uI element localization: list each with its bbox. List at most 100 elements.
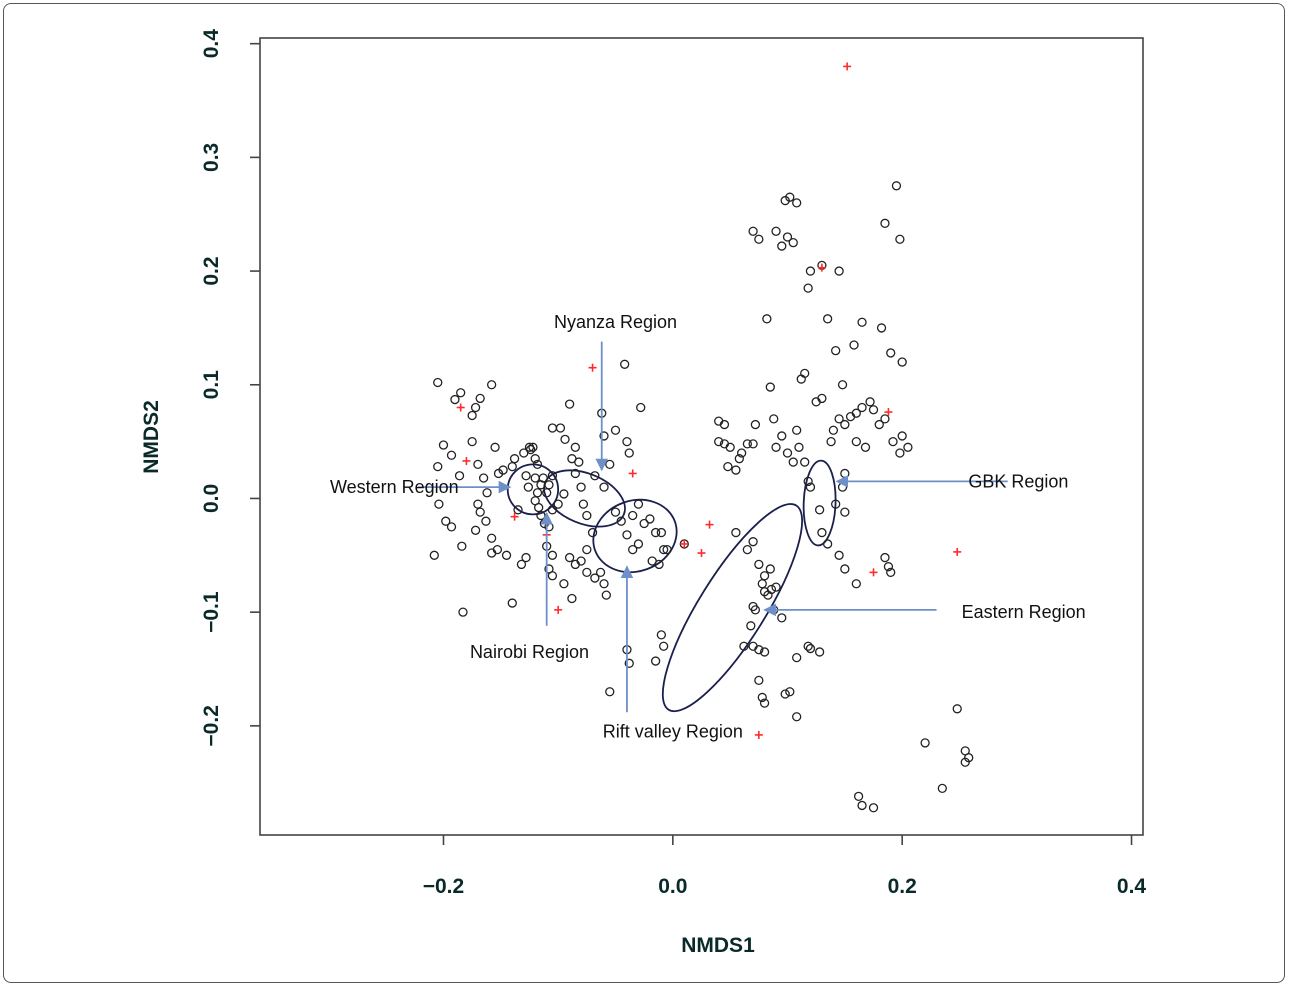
data-point — [748, 439, 758, 449]
data-point — [538, 473, 548, 483]
data-point — [509, 454, 520, 464]
data-point — [886, 348, 896, 358]
x-axis: −0.2 0.0 0.2 0.4 — [423, 835, 1147, 898]
data-point — [742, 439, 753, 449]
data-point — [547, 471, 558, 481]
data-point — [757, 692, 767, 703]
data-point — [757, 579, 767, 589]
data-point — [860, 442, 871, 452]
data-point — [576, 556, 586, 566]
data-point — [473, 459, 483, 470]
red-cross-point — [588, 363, 597, 372]
region-annotation: Nyanza Region — [554, 312, 677, 472]
red-cross-point — [462, 456, 471, 465]
data-point — [470, 525, 481, 535]
data-point — [582, 567, 592, 578]
data-point — [507, 598, 517, 608]
data-point — [853, 791, 864, 801]
data-point — [840, 419, 850, 430]
data-point — [771, 442, 781, 452]
data-point — [750, 419, 761, 430]
x-tick-label: −0.2 — [423, 875, 464, 898]
region-ellipse — [661, 503, 804, 713]
data-point — [785, 687, 795, 697]
data-point — [766, 584, 777, 595]
data-point — [888, 436, 898, 447]
red-cross-point — [953, 547, 962, 556]
data-point — [754, 675, 764, 686]
data-point — [582, 510, 592, 521]
data-point — [481, 516, 491, 526]
nmds-scatter-plot: −0.2 0.0 0.2 0.4 −0.2 −0.1 0.0 0.1 0.2 0.3 0.4 We… — [140, 29, 1147, 957]
region-annotation: Western Region — [330, 477, 512, 497]
data-point — [725, 442, 735, 452]
data-point — [513, 505, 523, 515]
y-tick-label: 0.0 — [200, 484, 223, 513]
data-point — [595, 567, 606, 578]
x-tick-label: 0.2 — [888, 875, 917, 898]
y-tick-label: −0.1 — [200, 591, 223, 633]
data-point — [530, 454, 540, 464]
data-point — [544, 480, 554, 490]
data-point — [650, 656, 661, 666]
data-point — [748, 537, 758, 547]
y-tick-label: −0.2 — [200, 705, 223, 746]
data-point — [576, 482, 586, 492]
data-point — [482, 488, 492, 498]
data-point — [547, 423, 558, 433]
data-point — [659, 641, 669, 651]
data-point — [516, 559, 527, 570]
data-point — [628, 510, 638, 521]
data-point — [624, 448, 634, 458]
data-point — [777, 241, 787, 251]
y-axis-title: NMDS2 — [140, 400, 163, 474]
data-point — [788, 457, 798, 467]
data-point — [662, 544, 672, 555]
data-point — [840, 564, 850, 574]
data-point — [803, 641, 813, 651]
data-point — [826, 436, 836, 447]
data-point — [578, 499, 589, 509]
data-point — [450, 394, 460, 405]
x-tick-label: 0.4 — [1117, 875, 1147, 898]
data-point — [525, 444, 536, 455]
data-point — [616, 516, 626, 526]
data-point — [765, 382, 775, 392]
data-point — [831, 346, 841, 356]
data-point — [650, 527, 661, 538]
data-point — [654, 559, 664, 570]
annotation-label: Eastern Region — [962, 602, 1086, 622]
data-point — [532, 459, 543, 470]
data-point — [785, 192, 795, 202]
data-point — [803, 283, 813, 293]
data-point — [811, 397, 821, 407]
data-point — [559, 489, 569, 499]
data-point — [486, 548, 497, 558]
red-cross-point — [705, 520, 714, 529]
data-point — [759, 647, 770, 657]
data-point — [587, 527, 598, 538]
red-cross-point — [884, 408, 893, 417]
data-point — [559, 579, 569, 589]
data-point — [895, 234, 905, 244]
region-ellipses — [506, 459, 837, 713]
data-point — [501, 550, 512, 560]
data-point — [960, 757, 970, 767]
data-point — [547, 550, 558, 560]
data-point — [547, 571, 558, 581]
data-point — [528, 442, 538, 452]
data-point — [822, 539, 833, 549]
data-point — [610, 425, 621, 435]
red-cross-point — [680, 539, 689, 548]
data-point — [754, 645, 764, 655]
data-point — [759, 571, 770, 581]
y-tick-label: 0.3 — [200, 143, 223, 172]
data-point — [498, 465, 508, 475]
data-point — [570, 468, 581, 479]
data-point — [599, 431, 609, 441]
data-point — [564, 552, 575, 563]
red-cross-point — [554, 605, 563, 614]
data-point — [636, 402, 646, 413]
data-point — [570, 442, 581, 452]
annotation-label: Nyanza Region — [554, 312, 677, 332]
